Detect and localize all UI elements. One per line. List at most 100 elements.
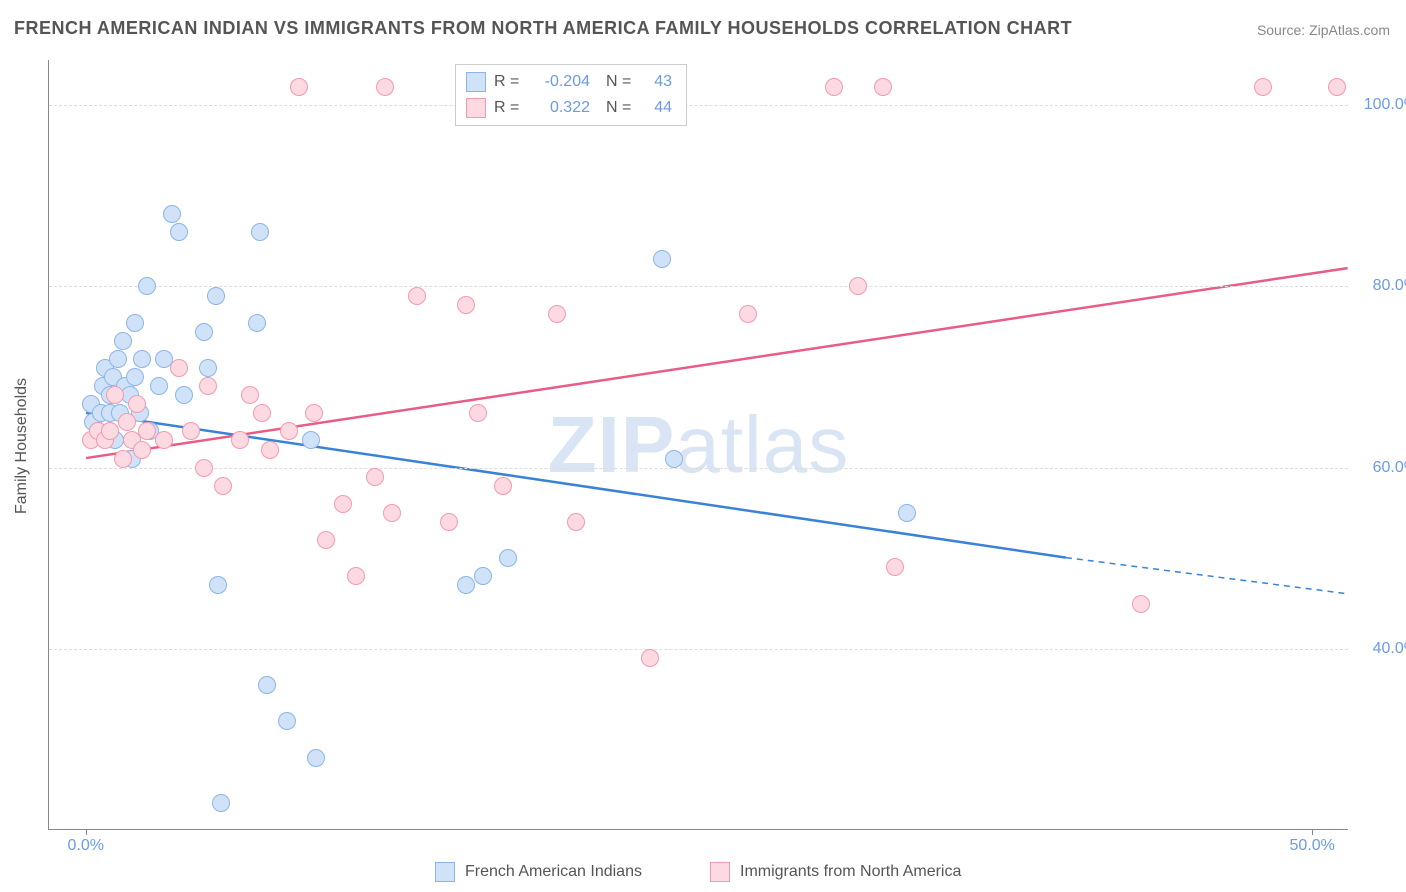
data-point-french [207,287,225,305]
data-point-immigrants [317,531,335,549]
legend-n-value: 44 [642,99,672,117]
legend-r-value: 0.322 [530,99,590,117]
plot-area: ZIPatlas 40.0%60.0%80.0%100.0%0.0%50.0% [48,60,1348,830]
data-point-immigrants [334,495,352,513]
data-point-immigrants [155,431,173,449]
data-point-french [133,350,151,368]
source-label: Source: ZipAtlas.com [1257,22,1390,38]
data-point-immigrants [548,305,566,323]
data-point-french [163,205,181,223]
gridline [49,286,1348,287]
data-point-french [457,576,475,594]
data-point-immigrants [118,413,136,431]
data-point-immigrants [825,78,843,96]
legend-label-french: French American Indians [465,863,642,881]
data-point-french [126,368,144,386]
watermark-zip: ZIP [548,400,675,489]
legend-r-value: -0.204 [530,73,590,91]
data-point-french [307,749,325,767]
data-point-immigrants [133,441,151,459]
bottom-legend-1: French American Indians [435,862,642,882]
data-point-immigrants [494,477,512,495]
data-point-french [212,794,230,812]
data-point-french [302,431,320,449]
gridline [49,468,1348,469]
legend-swatch-french [435,862,455,882]
data-point-french [251,223,269,241]
data-point-french [209,576,227,594]
data-point-immigrants [886,558,904,576]
data-point-immigrants [457,296,475,314]
data-point-french [898,504,916,522]
data-point-immigrants [280,422,298,440]
chart-title: FRENCH AMERICAN INDIAN VS IMMIGRANTS FRO… [14,18,1072,39]
data-point-immigrants [469,404,487,422]
data-point-immigrants [1132,595,1150,613]
y-tick-label: 80.0% [1358,277,1406,295]
y-tick-label: 40.0% [1358,640,1406,658]
bottom-legend-2: Immigrants from North America [710,862,961,882]
data-point-immigrants [101,422,119,440]
data-point-immigrants [170,359,188,377]
data-point-immigrants [347,567,365,585]
data-point-immigrants [182,422,200,440]
data-point-french [175,386,193,404]
x-tick [1312,829,1313,835]
data-point-immigrants [128,395,146,413]
watermark-atlas: atlas [675,400,849,489]
data-point-immigrants [376,78,394,96]
y-tick-label: 60.0% [1358,459,1406,477]
data-point-french [138,277,156,295]
y-tick-label: 100.0% [1358,96,1406,114]
data-point-french [170,223,188,241]
data-point-french [278,712,296,730]
data-point-immigrants [305,404,323,422]
data-point-immigrants [253,404,271,422]
data-point-french [114,332,132,350]
x-tick-label: 0.0% [68,837,104,855]
data-point-immigrants [261,441,279,459]
legend-swatch [466,72,486,92]
data-point-french [248,314,266,332]
data-point-french [499,549,517,567]
data-point-french [195,323,213,341]
data-point-immigrants [641,649,659,667]
legend-swatch-immigrants [710,862,730,882]
stats-legend-row-immigrants: R = 0.322 N = 44 [466,95,672,121]
data-point-immigrants [114,450,132,468]
data-point-immigrants [1328,78,1346,96]
data-point-immigrants [199,377,217,395]
legend-n-label: N = [606,99,634,117]
data-point-immigrants [567,513,585,531]
data-point-french [126,314,144,332]
x-tick [86,829,87,835]
legend-label-immigrants: Immigrants from North America [740,863,961,881]
data-point-immigrants [366,468,384,486]
data-point-immigrants [440,513,458,531]
stats-legend-row-french: R = -0.204 N = 43 [466,69,672,95]
data-point-french [109,350,127,368]
data-point-immigrants [739,305,757,323]
y-axis-title: Family Households [13,378,31,514]
data-point-french [199,359,217,377]
data-point-immigrants [383,504,401,522]
watermark: ZIPatlas [548,399,849,491]
legend-r-label: R = [494,99,522,117]
data-point-immigrants [849,277,867,295]
stats-legend: R = -0.204 N = 43 R = 0.322 N = 44 [455,64,687,126]
data-point-immigrants [408,287,426,305]
data-point-french [150,377,168,395]
legend-r-label: R = [494,73,522,91]
data-point-immigrants [231,431,249,449]
data-point-immigrants [874,78,892,96]
gridline [49,105,1348,106]
gridline [49,649,1348,650]
data-point-french [474,567,492,585]
x-tick-label: 50.0% [1290,837,1335,855]
data-point-immigrants [195,459,213,477]
legend-n-label: N = [606,73,634,91]
legend-n-value: 43 [642,73,672,91]
data-point-immigrants [241,386,259,404]
data-point-immigrants [106,386,124,404]
data-point-french [665,450,683,468]
